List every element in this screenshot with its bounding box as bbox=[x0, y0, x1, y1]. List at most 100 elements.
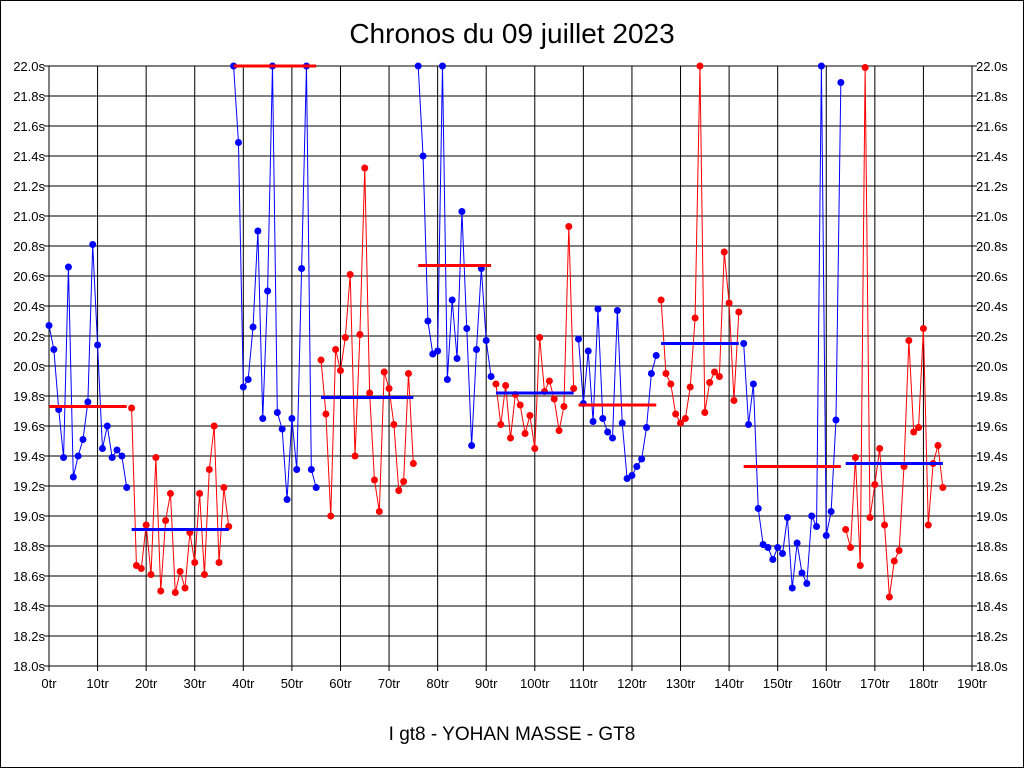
data-point bbox=[502, 382, 510, 389]
data-point bbox=[638, 455, 646, 463]
data-point bbox=[725, 299, 733, 307]
data-point bbox=[361, 164, 369, 172]
data-point bbox=[813, 523, 821, 530]
data-point bbox=[346, 271, 354, 278]
data-point bbox=[531, 445, 539, 452]
y-tick-label-right: 18.6s bbox=[976, 569, 1008, 584]
data-point bbox=[152, 454, 160, 461]
data-point bbox=[618, 419, 626, 427]
data-point bbox=[939, 484, 947, 491]
data-point bbox=[327, 512, 335, 520]
y-tick-label-left: 21.2s bbox=[13, 179, 45, 194]
data-point bbox=[196, 490, 204, 497]
data-point bbox=[599, 415, 607, 422]
y-tick-label-right: 19.6s bbox=[976, 419, 1008, 434]
data-point bbox=[288, 415, 296, 422]
data-point bbox=[647, 370, 655, 377]
data-point bbox=[604, 428, 612, 436]
data-point bbox=[672, 410, 680, 418]
data-point bbox=[443, 376, 451, 383]
y-tick-label-right: 19.4s bbox=[976, 449, 1008, 464]
data-point bbox=[171, 589, 179, 596]
x-tick-label: 190tr bbox=[957, 676, 987, 691]
data-point bbox=[176, 568, 184, 575]
data-point bbox=[745, 421, 753, 428]
x-tick-label: 120tr bbox=[617, 676, 647, 691]
data-point bbox=[128, 404, 136, 412]
data-point bbox=[711, 368, 719, 376]
x-tick-label: 180tr bbox=[909, 676, 939, 691]
data-point bbox=[191, 559, 199, 566]
data-point bbox=[244, 376, 252, 383]
x-tick-label: 0tr bbox=[41, 676, 57, 691]
data-point bbox=[205, 466, 213, 473]
data-point bbox=[837, 79, 845, 86]
data-point bbox=[273, 409, 281, 416]
data-point bbox=[720, 248, 728, 256]
data-point bbox=[696, 62, 704, 70]
data-point bbox=[526, 412, 534, 419]
data-point bbox=[400, 478, 408, 485]
data-point bbox=[715, 373, 723, 380]
data-point bbox=[594, 305, 602, 313]
data-point bbox=[264, 287, 272, 295]
data-point bbox=[215, 559, 223, 566]
y-tick-label-right: 21.0s bbox=[976, 209, 1008, 224]
data-point bbox=[570, 385, 578, 392]
y-tick-label-left: 19.4s bbox=[13, 449, 45, 464]
data-point bbox=[298, 265, 306, 272]
data-point bbox=[50, 346, 58, 353]
y-tick-label-right: 20.8s bbox=[976, 239, 1008, 254]
y-tick-label-left: 18.8s bbox=[13, 539, 45, 554]
data-point bbox=[550, 395, 558, 403]
x-tick-label: 160tr bbox=[811, 676, 841, 691]
data-point bbox=[69, 473, 77, 481]
data-point bbox=[366, 389, 374, 397]
data-point bbox=[575, 335, 583, 343]
x-tick-label: 150tr bbox=[763, 676, 793, 691]
data-point bbox=[895, 547, 903, 554]
data-point bbox=[905, 337, 913, 344]
data-point bbox=[764, 544, 772, 551]
data-point bbox=[64, 263, 72, 271]
data-point bbox=[79, 436, 87, 443]
x-tick-label: 130tr bbox=[666, 676, 696, 691]
data-point bbox=[341, 334, 349, 341]
data-point bbox=[45, 322, 53, 329]
data-point bbox=[84, 398, 92, 406]
data-point bbox=[210, 422, 218, 430]
data-point bbox=[463, 325, 471, 332]
data-point bbox=[560, 403, 568, 410]
data-point bbox=[103, 422, 111, 430]
y-tick-label-left: 18.6s bbox=[13, 569, 45, 584]
series-line-4 bbox=[417, 65, 492, 446]
data-point bbox=[613, 307, 621, 314]
data-point bbox=[706, 379, 714, 386]
y-tick-label-right: 21.4s bbox=[976, 149, 1008, 164]
data-point bbox=[876, 445, 884, 452]
y-tick-label-left: 20.6s bbox=[13, 269, 45, 284]
data-point bbox=[438, 62, 446, 70]
data-point bbox=[633, 463, 641, 470]
data-point bbox=[788, 584, 796, 592]
data-point bbox=[118, 452, 126, 460]
y-tick-label-right: 21.6s bbox=[976, 119, 1008, 134]
y-tick-label-right: 20.6s bbox=[976, 269, 1008, 284]
data-point bbox=[200, 571, 208, 578]
data-point bbox=[424, 317, 432, 325]
data-point bbox=[779, 550, 787, 557]
series-line-7 bbox=[660, 65, 740, 424]
data-point bbox=[832, 416, 840, 424]
data-point bbox=[137, 565, 145, 572]
y-tick-label-right: 19.2s bbox=[976, 479, 1008, 494]
y-tick-label-left: 19.2s bbox=[13, 479, 45, 494]
series-line-2 bbox=[233, 65, 317, 500]
data-point bbox=[234, 139, 242, 146]
data-point bbox=[60, 454, 68, 461]
data-point bbox=[147, 571, 155, 578]
data-point bbox=[278, 425, 286, 433]
data-point bbox=[890, 557, 898, 565]
data-point bbox=[881, 521, 889, 529]
data-point bbox=[754, 505, 762, 512]
